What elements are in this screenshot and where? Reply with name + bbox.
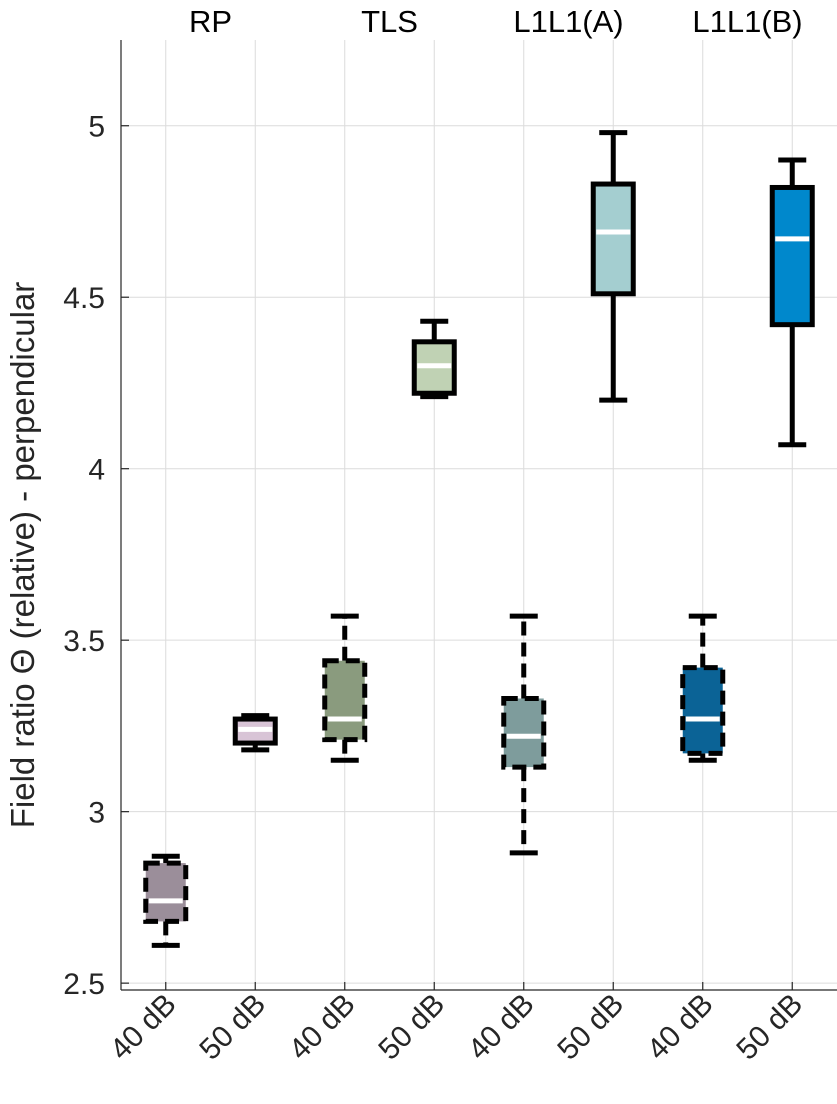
y-tick-label: 3 [88,797,105,830]
group-label: RP [189,4,232,39]
box-rp-40dB [143,853,189,948]
box-rp-50dB [232,713,278,753]
x-tick-label: 40 dB [283,988,362,1067]
group-label: L1L1(B) [692,4,802,39]
iqr-box [143,860,189,924]
iqr-box [590,181,636,297]
x-tick-label: 40 dB [641,988,720,1067]
y-axis-label: Field ratio Θ (relative) - perpendicular [4,282,41,829]
y-tick-label: 5 [88,111,105,144]
iqr-box [501,695,547,770]
x-tick-label: 40 dB [104,988,183,1067]
y-tick-label: 2.5 [63,968,105,1001]
x-tick-label: 50 dB [372,988,451,1067]
box-tls-40dB [322,613,368,763]
group-label: L1L1(A) [513,4,623,39]
group-label: TLS [361,4,418,39]
iqr-box [322,658,368,743]
x-tick-label: 40 dB [462,988,541,1067]
x-tick-label: 50 dB [730,988,809,1067]
x-tick-label: 50 dB [551,988,630,1067]
box-l1l1-b--40dB [680,613,726,763]
y-tick-label: 3.5 [63,625,105,658]
box-l1l1-a--40dB [501,613,547,856]
boxes-layer [143,130,815,948]
iqr-box [769,184,815,328]
x-tick-label: 50 dB [193,988,272,1067]
box-tls-50dB [411,318,457,400]
y-tick-label: 4 [88,454,105,487]
axes-layer [120,40,837,991]
y-tick-label: 4.5 [63,282,105,315]
box-l1l1-b--50dB [769,157,815,448]
iqr-box [680,665,726,756]
grid-layer [121,40,837,990]
box-l1l1-a--50dB [590,130,636,403]
